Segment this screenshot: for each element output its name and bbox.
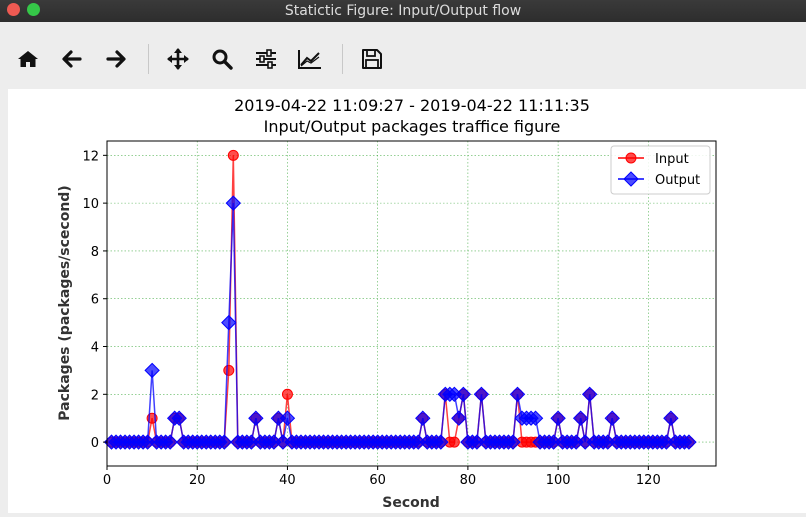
- plot-frame: [106, 140, 717, 467]
- y-tick-label: 12: [82, 149, 99, 164]
- navigation-toolbar: [0, 22, 806, 88]
- x-tick-label: 80: [460, 473, 477, 488]
- move-icon: [167, 48, 189, 70]
- data-point-output: [451, 410, 467, 426]
- chart-subtitle: Input/Output packages traffice figure: [264, 117, 561, 136]
- data-point-output: [248, 410, 264, 426]
- data-point-output: [473, 386, 490, 403]
- back-button[interactable]: [58, 46, 86, 72]
- y-tick-label: 2: [91, 388, 99, 403]
- axis-ticks: 0 20 40 60 80 100 120 0 2 4 6 8 10 12: [82, 149, 660, 488]
- forward-button[interactable]: [102, 46, 130, 72]
- data-point-output: [663, 410, 679, 426]
- line-chart-icon: [298, 50, 321, 69]
- y-tick-label: 8: [91, 245, 99, 260]
- y-tick-label: 0: [91, 436, 99, 451]
- save-icon: [362, 49, 382, 69]
- maximize-window-button[interactable]: [27, 3, 40, 16]
- legend-input-marker: [625, 152, 637, 164]
- data-point-output: [171, 410, 187, 426]
- legend-output-marker: [623, 171, 639, 187]
- chart-title: 2019-04-22 11:09:27 - 2019-04-22 11:11:3…: [234, 96, 590, 115]
- close-window-button[interactable]: [7, 3, 20, 16]
- series-output-line: [111, 203, 689, 443]
- x-tick-label: 40: [279, 473, 296, 488]
- data-point-output: [509, 386, 526, 403]
- search-icon: [212, 49, 233, 70]
- data-point-output: [216, 434, 232, 450]
- edit-axes-button[interactable]: [296, 46, 324, 72]
- data-point-output: [572, 410, 589, 426]
- data-point-input: [281, 388, 293, 400]
- home-icon: [18, 51, 38, 67]
- toolbar-separator: [148, 44, 149, 74]
- x-tick-label: 120: [636, 473, 661, 488]
- data-point-output: [415, 410, 431, 426]
- legend-output-label: Output: [655, 173, 700, 188]
- pan-button[interactable]: [164, 46, 192, 72]
- sliders-icon: [256, 49, 276, 69]
- data-point-output: [527, 410, 544, 426]
- x-tick-label: 60: [369, 473, 386, 488]
- configure-subplots-button[interactable]: [252, 46, 280, 72]
- y-tick-label: 6: [91, 293, 99, 308]
- toolbar-separator: [342, 44, 343, 74]
- data-point-output: [455, 386, 472, 403]
- window-titlebar: Statictic Figure: Input/Output flow: [0, 0, 806, 22]
- save-button[interactable]: [358, 46, 386, 72]
- y-tick-label: 10: [82, 197, 99, 212]
- data-point-output: [505, 434, 521, 450]
- x-tick-label: 20: [189, 473, 206, 488]
- data-point-output: [279, 410, 296, 426]
- data-point-output: [162, 434, 178, 450]
- window-title: Statictic Figure: Input/Output flow: [284, 3, 522, 19]
- data-point-input: [223, 364, 235, 376]
- data-point-output: [581, 386, 598, 403]
- home-button[interactable]: [14, 46, 42, 72]
- x-axis-label: Second: [382, 495, 439, 511]
- legend-input-label: Input: [655, 152, 689, 167]
- arrow-left-icon: [62, 50, 82, 68]
- data-point-input: [227, 149, 239, 161]
- data-point-output: [433, 434, 449, 450]
- figure-canvas[interactable]: 2019-04-22 11:09:27 - 2019-04-22 11:11:3…: [8, 89, 806, 513]
- series-output: [103, 195, 697, 450]
- series-layer: [103, 149, 697, 450]
- zoom-button[interactable]: [208, 46, 236, 72]
- data-point-output: [221, 314, 237, 331]
- data-point-output: [144, 362, 160, 379]
- legend: Input Output: [610, 145, 711, 195]
- data-point-input: [448, 436, 460, 448]
- data-point-output: [604, 410, 620, 426]
- y-axis-label: Packages (packages/scecond): [57, 185, 73, 420]
- arrow-right-icon: [106, 50, 126, 68]
- chart: 2019-04-22 11:09:27 - 2019-04-22 11:11:3…: [57, 96, 717, 511]
- x-tick-label: 100: [546, 473, 571, 488]
- y-tick-label: 4: [91, 341, 99, 356]
- data-point-output: [550, 410, 566, 426]
- data-point-output: [681, 434, 697, 450]
- data-point-output: [225, 195, 242, 211]
- x-tick-label: 0: [103, 473, 111, 488]
